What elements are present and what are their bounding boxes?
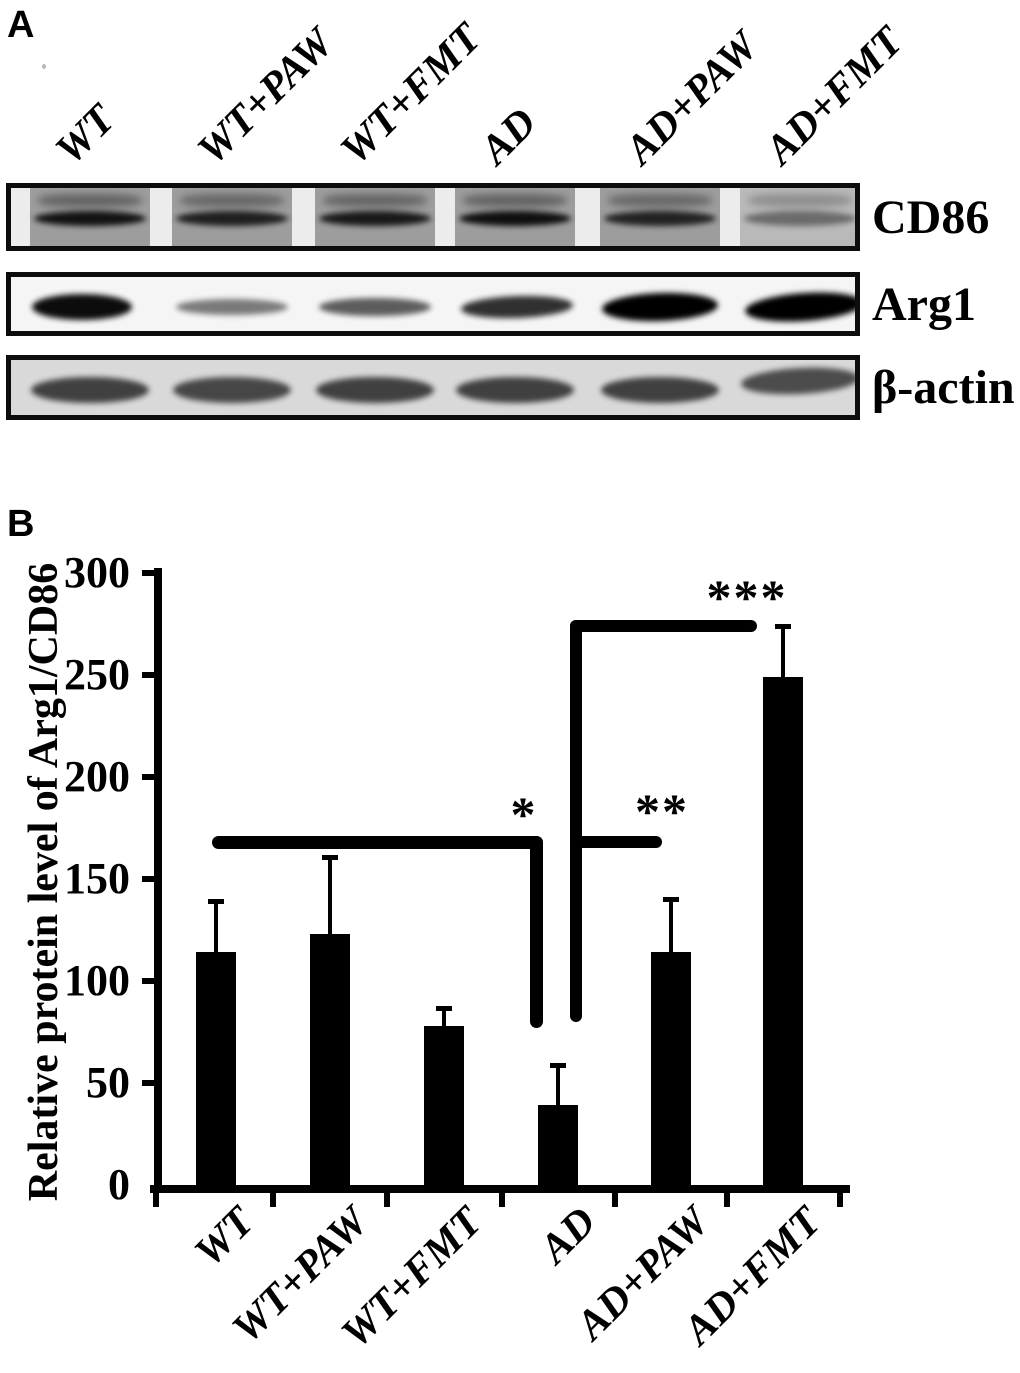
blot-band	[176, 298, 288, 315]
blot-band	[601, 377, 719, 404]
blot-lane-label: WT	[46, 96, 124, 174]
blot-band-faint	[608, 194, 712, 207]
error-bar-cap	[775, 624, 791, 630]
blot-band	[460, 293, 574, 320]
x-tick	[153, 1189, 159, 1207]
speck-artifact	[42, 64, 46, 69]
y-tick-label: 100	[64, 956, 130, 1005]
y-tick	[142, 672, 158, 678]
blot-band-faint	[463, 194, 567, 207]
sig-bracket-mid	[570, 835, 662, 848]
blot-band	[32, 293, 132, 320]
blot-band	[31, 377, 149, 404]
blot-band	[319, 297, 431, 316]
sig-bracket-vertical	[570, 620, 582, 1022]
error-bar-stem	[781, 626, 785, 680]
error-bar-cap	[322, 854, 338, 860]
blot-band	[459, 211, 571, 227]
error-bar-stem	[669, 899, 673, 955]
sig-line-star-drop	[530, 835, 543, 1028]
error-bar-stem	[328, 856, 332, 937]
x-tick	[270, 1189, 276, 1207]
x-tick	[499, 1189, 505, 1207]
x-tick	[837, 1189, 843, 1207]
blot-lane-label: AD+FMT	[756, 18, 912, 174]
protein-label: β-actin	[872, 361, 1015, 414]
blot-strip-cd86	[6, 183, 860, 251]
y-tick-label: 200	[64, 752, 130, 801]
bar-AD+FMT	[763, 677, 803, 1189]
y-tick-label: 250	[64, 650, 130, 699]
blot-band-faint	[180, 194, 284, 207]
blot-band-faint	[38, 194, 142, 207]
blot-lane-label: WT+PAW	[188, 19, 343, 174]
blot-lane	[740, 188, 855, 246]
y-tick	[142, 1080, 158, 1086]
blot-band	[319, 211, 431, 227]
error-bar-cap	[663, 897, 679, 903]
y-tick	[142, 876, 158, 882]
blot-band	[740, 364, 855, 397]
sig-bracket-top	[570, 620, 757, 633]
significance-symbol: **	[635, 783, 689, 839]
blot-band	[456, 377, 574, 404]
bar-WT+PAW	[310, 934, 350, 1189]
bar-WT+FMT	[424, 1025, 464, 1189]
x-category-label: WT	[186, 1198, 264, 1276]
significance-symbol: *	[510, 786, 538, 842]
error-bar-stem	[556, 1064, 560, 1108]
y-tick	[142, 978, 158, 984]
y-tick-label: 300	[64, 548, 130, 597]
blot-band	[316, 377, 434, 404]
blot-lane-label: AD+PAW	[616, 23, 768, 174]
y-tick-label: 50	[86, 1058, 130, 1107]
x-tick	[724, 1189, 730, 1207]
blot-band	[173, 377, 291, 404]
significance-symbol: ***	[706, 569, 788, 625]
y-tick	[142, 570, 158, 576]
blot-band	[744, 288, 855, 325]
blot-band	[601, 290, 719, 323]
blot-lane-label: AD	[471, 99, 546, 174]
error-bar-stem	[442, 1007, 446, 1028]
blot-lane-label: WT+FMT	[331, 15, 491, 174]
y-tick-label: 150	[64, 854, 130, 903]
blot-band-faint	[748, 194, 852, 207]
blot-band	[34, 211, 146, 227]
error-bar-stem	[214, 901, 218, 955]
y-axis-line	[154, 568, 162, 1193]
blot-strip-arg1	[6, 272, 860, 336]
blot-band	[604, 211, 716, 227]
blot-band	[176, 211, 288, 227]
blot-band	[744, 211, 855, 227]
x-tick	[612, 1189, 618, 1207]
protein-label: Arg1	[872, 277, 976, 331]
blot-strip-b-actin	[6, 355, 860, 420]
panel-b-label: B	[7, 503, 35, 545]
y-tick	[142, 774, 158, 780]
x-tick	[384, 1189, 390, 1207]
bar-AD+PAW	[651, 952, 691, 1189]
y-tick-label: 0	[108, 1160, 130, 1209]
error-bar-cap	[550, 1062, 566, 1068]
sig-line-star	[212, 835, 543, 849]
protein-label: CD86	[872, 190, 990, 244]
x-category-label: AD	[531, 1198, 606, 1273]
error-bar-cap	[436, 1005, 452, 1011]
panel-a-label: A	[7, 4, 35, 46]
bar-AD	[538, 1105, 578, 1189]
error-bar-cap	[208, 899, 224, 905]
blot-band-faint	[323, 194, 427, 207]
bar-WT	[196, 952, 236, 1189]
